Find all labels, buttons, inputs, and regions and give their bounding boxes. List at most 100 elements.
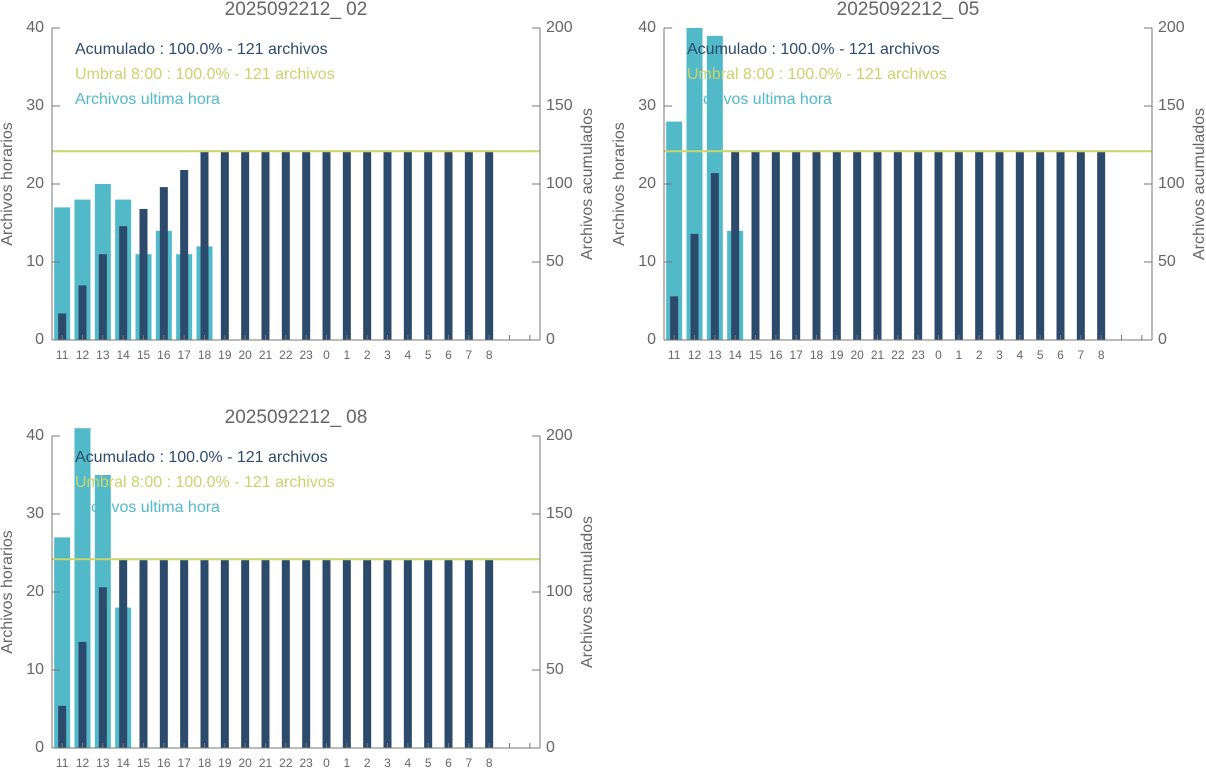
x-tick-label: 5 [1037, 348, 1044, 362]
y-axis-label: Archivos horarios [0, 530, 16, 654]
x-tick-label: 22 [279, 756, 293, 770]
y-tick-label: 10 [26, 661, 44, 678]
y2-tick-label: 150 [1158, 97, 1185, 114]
y-tick-label: 0 [35, 331, 44, 348]
y-tick-label: 40 [638, 19, 656, 36]
x-tick-label: 11 [56, 756, 69, 770]
x-tick-label: 11 [56, 348, 69, 362]
bar [424, 151, 433, 340]
bar [119, 559, 128, 748]
x-tick-label: 2 [976, 348, 983, 362]
bar [220, 559, 229, 748]
bar [444, 559, 453, 748]
legend-label: Umbral 8:00 : 100.0% - 121 archivos [687, 66, 947, 83]
bar [180, 169, 189, 340]
x-tick-label: 11 [668, 348, 681, 362]
x-tick-label: 19 [218, 756, 232, 770]
x-tick-label: 15 [137, 756, 151, 770]
y2-tick-label: 150 [546, 505, 573, 522]
bar [363, 151, 372, 340]
x-tick-label: 20 [850, 348, 864, 362]
bar [302, 559, 311, 748]
x-tick-label: 17 [177, 348, 191, 362]
bar [139, 208, 148, 340]
legend-label: Umbral 8:00 : 100.0% - 121 archivos [75, 474, 335, 491]
bar [954, 151, 963, 340]
legend-label: Archivos ultima hora [75, 91, 220, 108]
bar [322, 151, 331, 340]
bar [485, 559, 494, 748]
x-tick-label: 18 [198, 756, 212, 770]
x-tick-label: 19 [218, 348, 232, 362]
bar [322, 559, 331, 748]
y2-tick-label: 0 [546, 331, 555, 348]
x-tick-label: 16 [157, 756, 171, 770]
x-tick-label: 7 [1077, 348, 1084, 362]
y2-tick-label: 100 [546, 175, 573, 192]
x-tick-label: 2 [364, 348, 371, 362]
bar [751, 151, 760, 340]
x-tick-label: 12 [688, 348, 702, 362]
bar [485, 151, 494, 340]
x-tick-label: 20 [238, 756, 252, 770]
x-tick-label: 22 [891, 348, 905, 362]
y-axis-label: Archivos horarios [0, 122, 16, 246]
x-tick-label: 13 [96, 756, 110, 770]
bar [873, 151, 882, 340]
x-tick-label: 5 [425, 756, 432, 770]
bar [58, 705, 67, 748]
bar [812, 151, 821, 340]
x-tick-label: 1 [343, 348, 350, 362]
bar [180, 559, 189, 748]
x-tick-label: 12 [76, 756, 90, 770]
y-axis-label: Archivos horarios [611, 122, 628, 246]
x-tick-label: 8 [486, 348, 493, 362]
bar [934, 151, 943, 340]
y2-tick-label: 50 [546, 253, 564, 270]
y2-axis-label: Archivos acumulados [579, 516, 596, 668]
x-tick-label: 12 [76, 348, 90, 362]
y2-tick-label: 0 [1158, 331, 1167, 348]
y2-tick-label: 200 [546, 427, 573, 444]
y2-tick-label: 0 [546, 739, 555, 756]
x-tick-label: 23 [299, 348, 313, 362]
x-tick-label: 7 [465, 348, 472, 362]
x-tick-label: 6 [445, 348, 452, 362]
bar [975, 151, 984, 340]
x-tick-label: 23 [911, 348, 925, 362]
bar [342, 151, 351, 340]
x-tick-label: 21 [259, 348, 273, 362]
y2-tick-label: 200 [546, 19, 573, 36]
x-tick-label: 23 [299, 756, 313, 770]
y-tick-label: 30 [638, 97, 656, 114]
bar [464, 559, 473, 748]
bar [261, 559, 270, 748]
legend-label: Umbral 8:00 : 100.0% - 121 archivos [75, 66, 335, 83]
y2-axis-label: Archivos acumulados [579, 108, 596, 260]
x-tick-label: 20 [238, 348, 252, 362]
x-tick-label: 8 [1098, 348, 1105, 362]
bar [78, 285, 87, 340]
bar [383, 151, 392, 340]
bar [241, 151, 250, 340]
bar [98, 254, 107, 340]
x-tick-label: 2 [364, 756, 371, 770]
legend-label: Archivos ultima hora [75, 499, 220, 516]
bar [98, 587, 107, 748]
bar [995, 151, 1004, 340]
bar [281, 559, 290, 748]
bar [771, 151, 780, 340]
bar [914, 151, 923, 340]
x-tick-label: 17 [789, 348, 803, 362]
x-tick-label: 0 [323, 348, 330, 362]
bar [424, 559, 433, 748]
bar [302, 151, 311, 340]
y-tick-label: 30 [26, 505, 44, 522]
y2-tick-label: 50 [546, 661, 564, 678]
chart-title: 2025092212_ 02 [225, 0, 368, 20]
y-tick-label: 10 [26, 253, 44, 270]
x-tick-label: 3 [996, 348, 1003, 362]
bar [670, 296, 679, 340]
y2-tick-label: 100 [546, 583, 573, 600]
x-tick-label: 15 [749, 348, 763, 362]
